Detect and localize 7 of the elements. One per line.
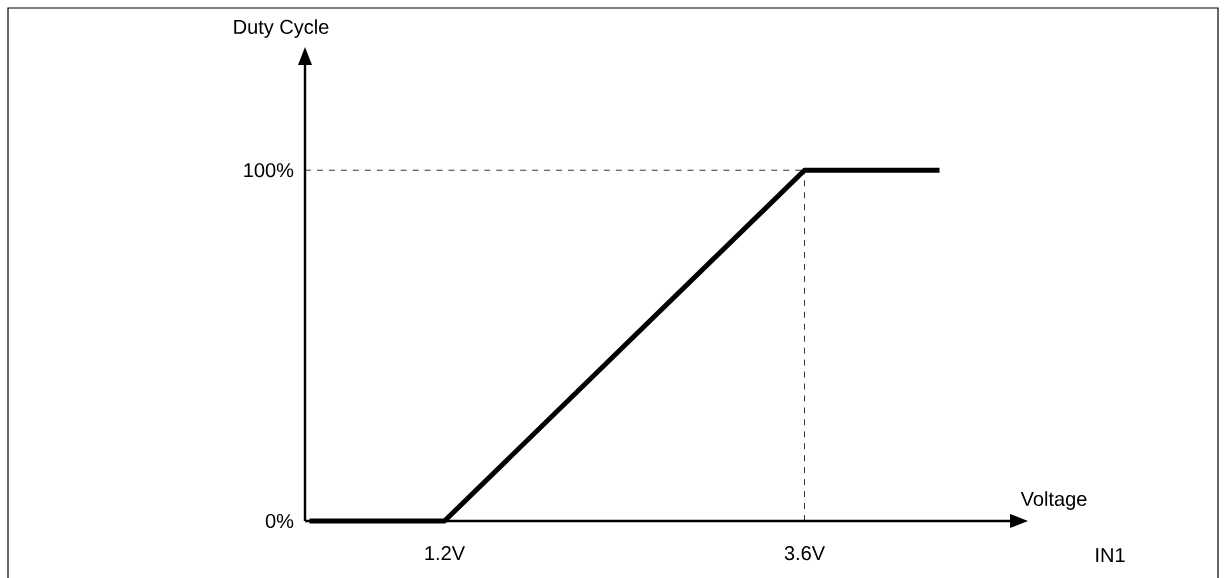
x-axis-title: Voltage bbox=[1020, 491, 1087, 510]
y-tick-label: 0% bbox=[265, 513, 294, 529]
y-tick-label: 100% bbox=[244, 163, 294, 178]
text: IN1 bbox=[1096, 548, 1125, 562]
x-tick-label: 1.2V bbox=[425, 546, 465, 561]
x-tick-label: 3.6V bbox=[784, 546, 825, 561]
y-axis-title: Duty Cycle bbox=[234, 19, 329, 38]
